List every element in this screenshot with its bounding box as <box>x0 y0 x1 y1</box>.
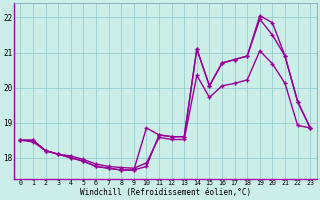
X-axis label: Windchill (Refroidissement éolien,°C): Windchill (Refroidissement éolien,°C) <box>80 188 251 197</box>
